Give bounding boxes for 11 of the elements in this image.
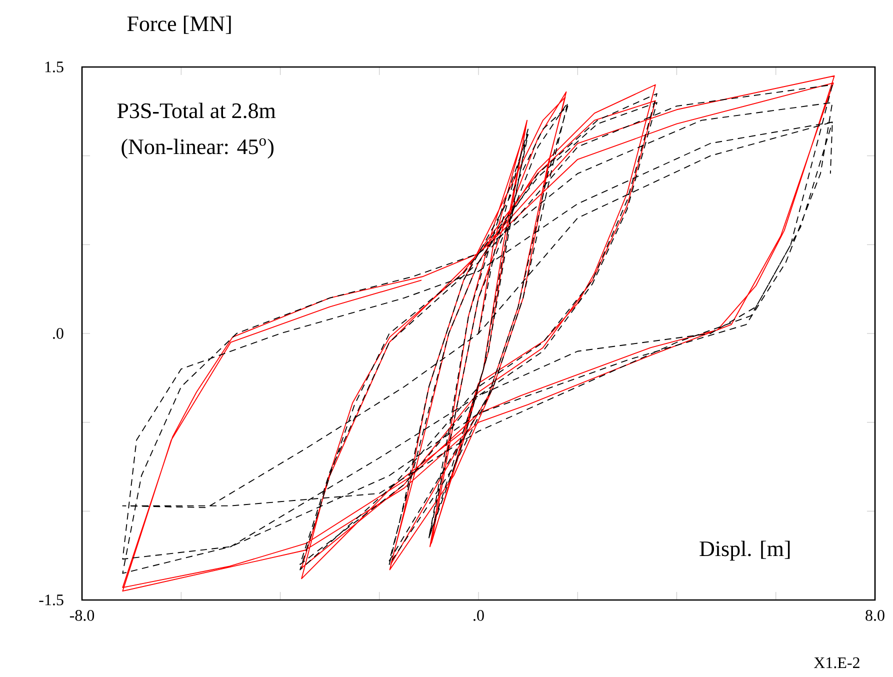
x-tick-label: 8.0 [866, 610, 884, 621]
x-tick-label: .0 [474, 610, 484, 621]
y-tick-label: .0 [53, 328, 64, 339]
x-tick-label: -8.0 [70, 610, 94, 621]
y-tick-label: 1.5 [45, 62, 64, 72]
text: (Non-linear: 45$^{o}$) [122, 138, 274, 159]
text: X1.E-2 [814, 657, 860, 668]
text: P3S-Total at 2.8m [117, 102, 276, 118]
y-tick-label: -1.5 [39, 594, 64, 606]
y-axis-title: Force [MN] [127, 16, 231, 34]
x-axis-title: Displ. [m] [700, 540, 790, 561]
